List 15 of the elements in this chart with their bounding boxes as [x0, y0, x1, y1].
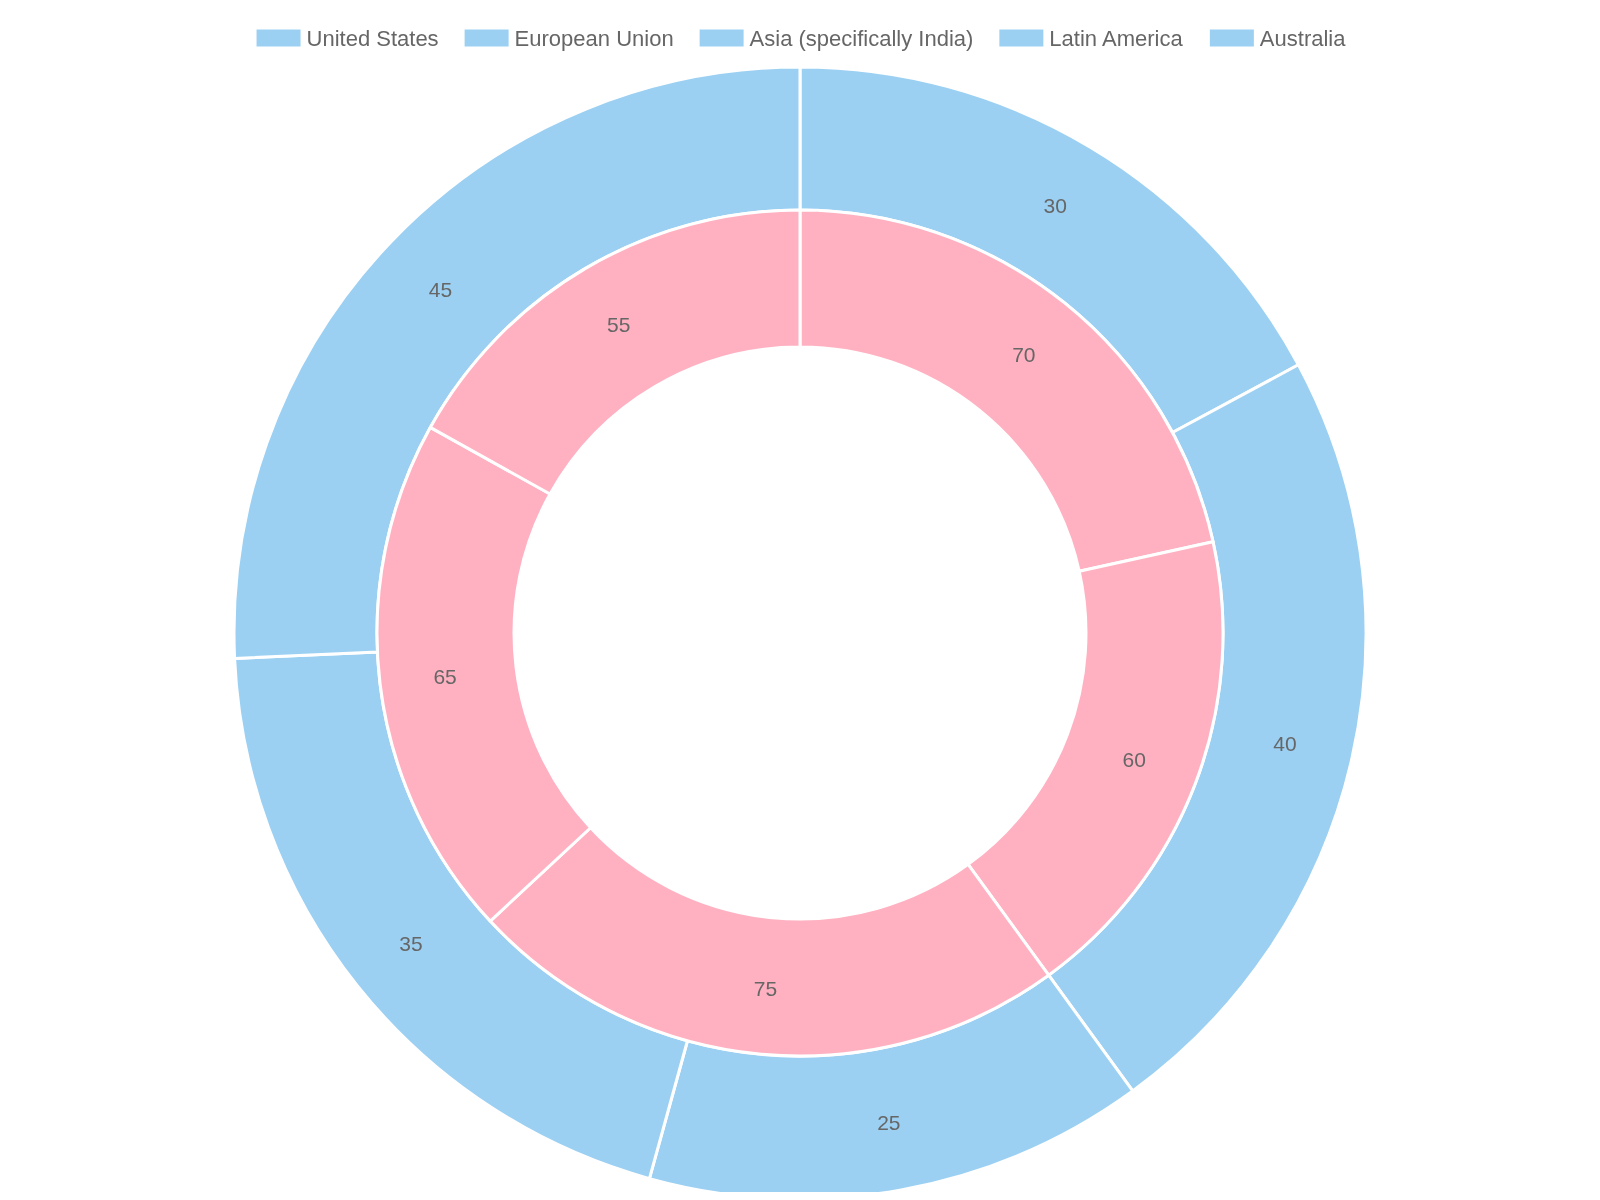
legend-label: Latin America [1049, 25, 1184, 51]
data-label: 75 [753, 977, 778, 1001]
data-label: 65 [433, 664, 457, 688]
data-label: 70 [1012, 342, 1036, 366]
legend-label: Asia (specifically India) [749, 25, 974, 51]
legend-label: European Union [514, 25, 674, 51]
data-label: 40 [1273, 732, 1297, 756]
data-label: 25 [877, 1111, 901, 1135]
data-label: 35 [399, 931, 423, 955]
data-label: 45 [428, 277, 453, 301]
data-label: 60 [1122, 748, 1146, 772]
legend-label: Australia [1259, 25, 1347, 51]
legend-label: United States [306, 25, 439, 51]
data-label: 55 [607, 313, 631, 337]
data-label: 30 [1043, 194, 1067, 218]
